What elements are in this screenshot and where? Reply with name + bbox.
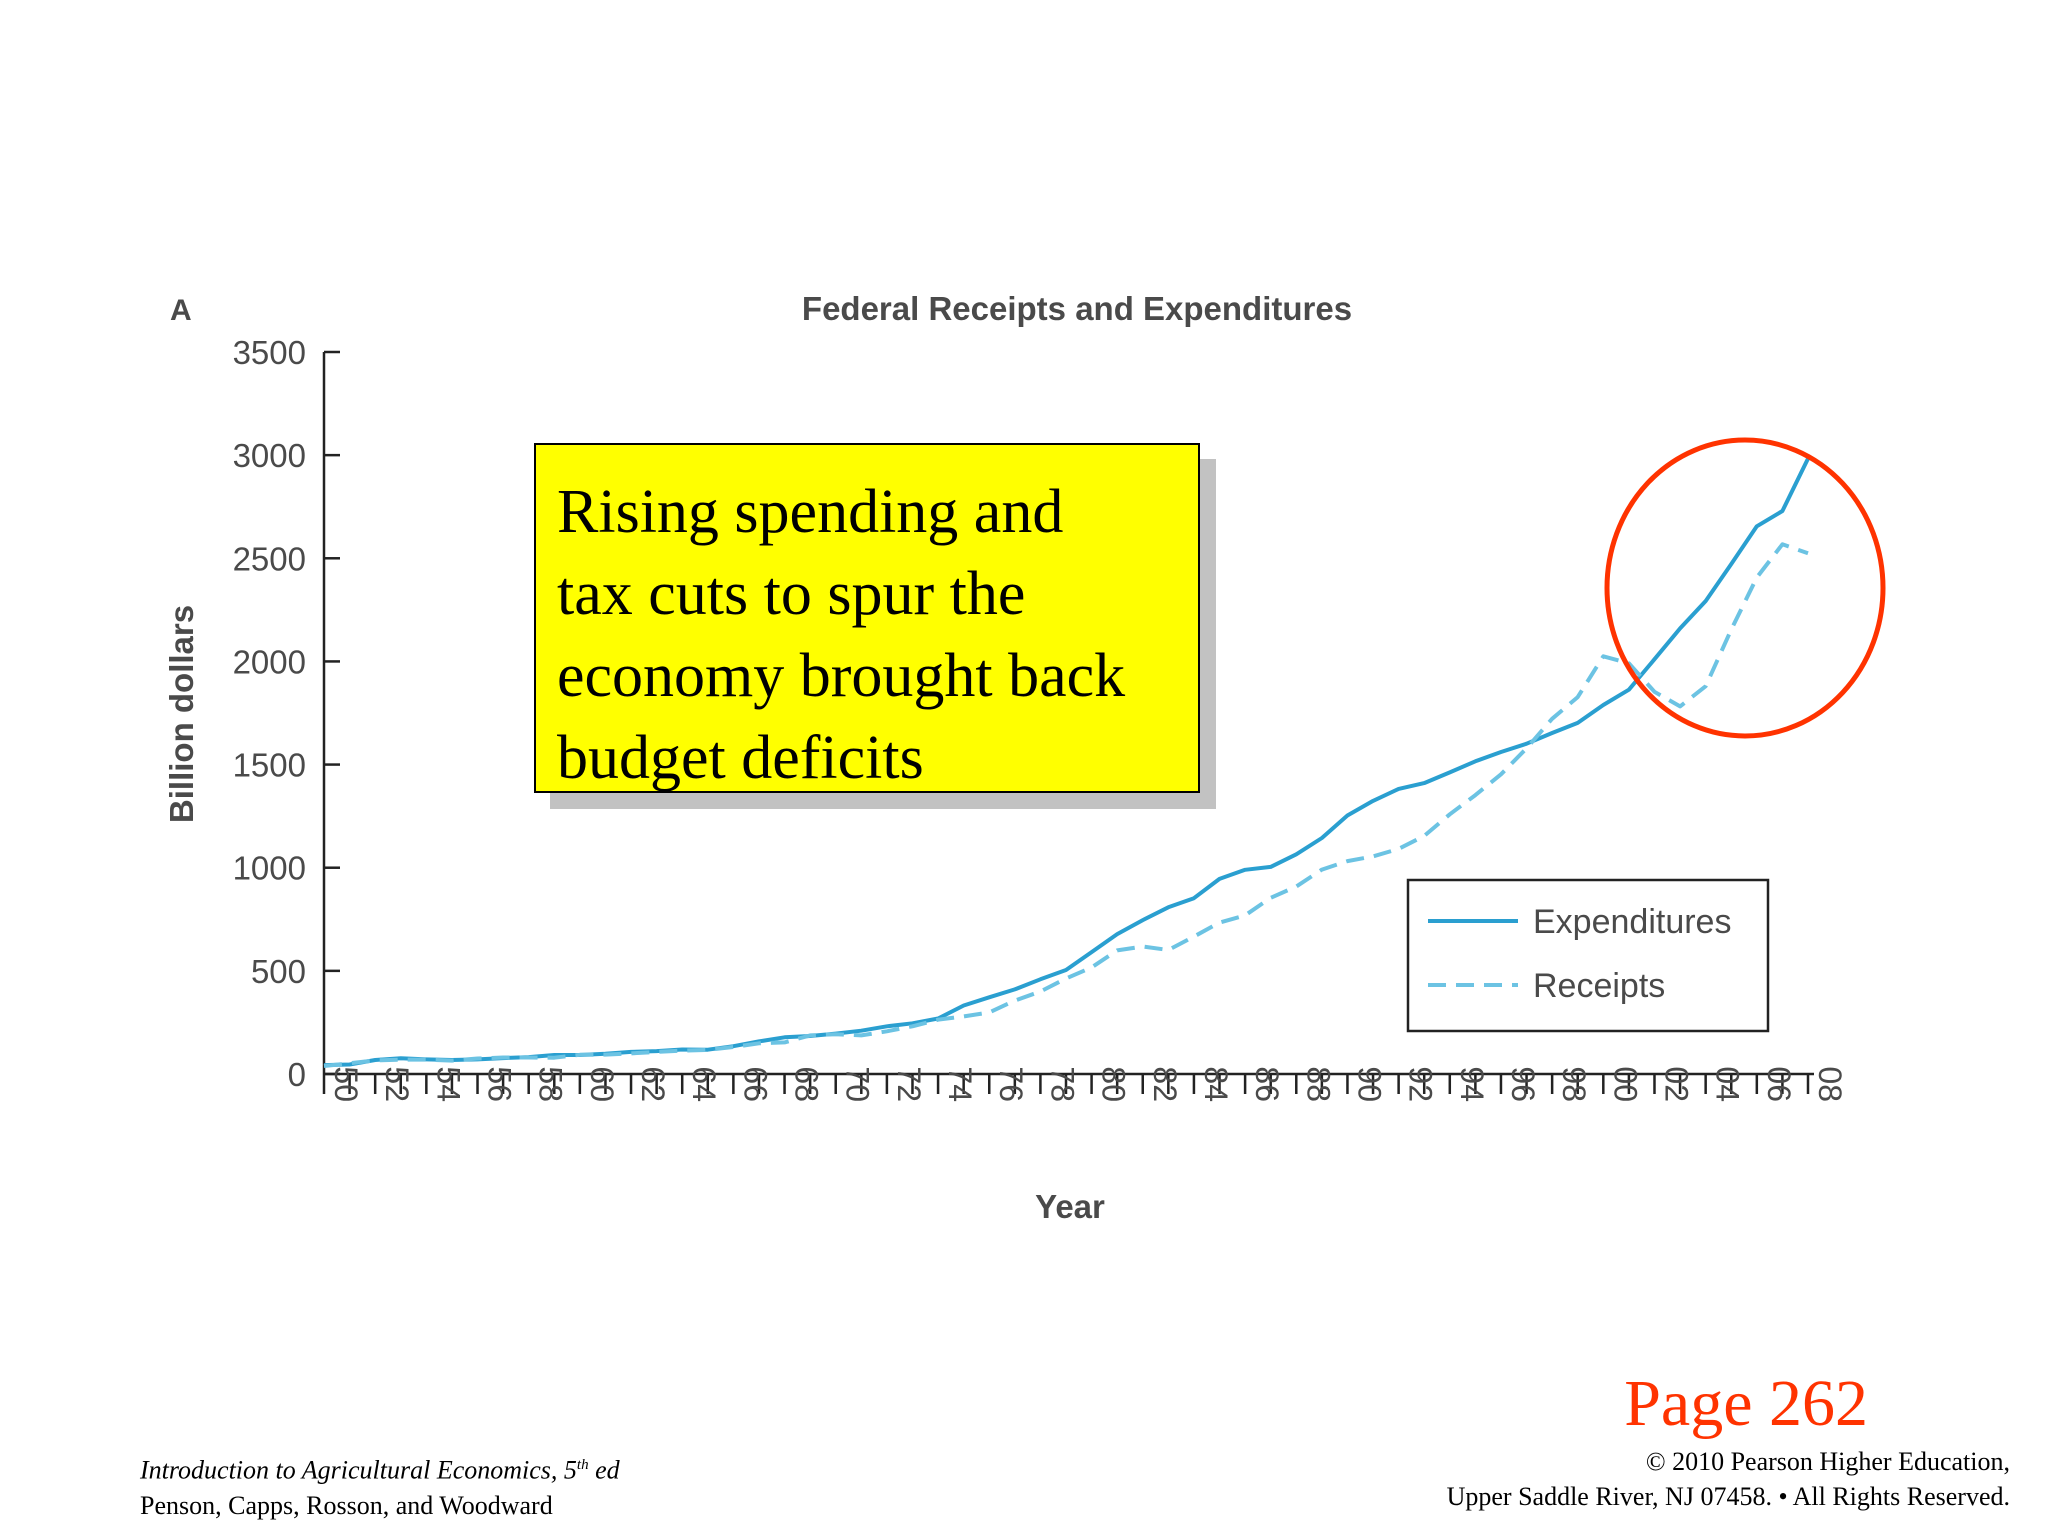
highlight-circle <box>1604 437 1886 739</box>
x-tick-label: 94 <box>1454 1066 1490 1102</box>
x-tick-label: 68 <box>789 1066 825 1102</box>
copyright-line: © 2010 Pearson Higher Education, <box>1645 1447 2010 1476</box>
annotation-line: budget deficits <box>557 724 924 792</box>
annotation-line: tax cuts to spur the <box>557 560 1026 628</box>
x-tick-label: 50 <box>328 1066 364 1102</box>
legend-label-receipts: Receipts <box>1533 967 1665 1005</box>
x-tick-label: 60 <box>584 1066 620 1102</box>
annotation-box: Rising spending and tax cuts to spur the… <box>534 443 1200 793</box>
x-tick-label: 58 <box>533 1066 569 1102</box>
y-axis-ticks: 0 500 1000 1500 2000 2500 3000 3500 <box>233 334 340 1093</box>
edition-suffix: ed <box>588 1455 620 1485</box>
book-title-line: Introduction to Agricultural Economics, … <box>140 1448 620 1488</box>
annotation-line: economy brought back <box>557 642 1126 710</box>
annotation-line: Rising spending and <box>557 478 1064 546</box>
x-axis-label: Year <box>1035 1188 1105 1225</box>
x-tick-label: 02 <box>1658 1066 1694 1102</box>
authors: Penson, Capps, Rosson, and Woodward <box>140 1490 553 1520</box>
book-title: Introduction to Agricultural Economics, … <box>140 1455 577 1485</box>
y-tick-label: 2000 <box>233 643 306 680</box>
copyright-line: Upper Saddle River, NJ 07458. • All Righ… <box>1446 1482 2010 1511</box>
x-tick-label: 64 <box>686 1066 722 1102</box>
x-tick-label: 82 <box>1147 1066 1183 1102</box>
x-tick-label: 96 <box>1505 1066 1541 1102</box>
legend: Expenditures Receipts <box>1406 878 1770 1033</box>
y-axis-label: Billion dollars <box>163 605 200 823</box>
series-layer <box>323 457 1810 1068</box>
x-tick-label: 88 <box>1300 1066 1336 1102</box>
legend-box <box>1406 878 1770 1033</box>
x-tick-label: 80 <box>1096 1066 1132 1102</box>
x-tick-label: 86 <box>1249 1066 1285 1102</box>
x-tick-label: 92 <box>1403 1066 1439 1102</box>
y-tick-label: 1500 <box>233 747 306 784</box>
page-number: Page 262 <box>1624 1367 1868 1440</box>
y-tick-label: 3500 <box>233 334 306 371</box>
x-tick-label: 66 <box>737 1066 773 1102</box>
x-axis-ticks: 50 52 54 56 58 60 62 64 66 68 70 72 74 76 78 80 82 84 86 88… <box>322 1066 1848 1102</box>
y-tick-label: 2500 <box>233 540 306 577</box>
footer-copyright: © 2010 Pearson Higher Education, Upper S… <box>1447 1444 2010 1514</box>
x-tick-label: 00 <box>1607 1066 1643 1102</box>
series-line-receipts <box>323 542 1809 1068</box>
y-tick-label: 0 <box>288 1056 306 1093</box>
chart-title: Federal Receipts and Expenditures <box>802 290 1352 327</box>
x-tick-label: 78 <box>1044 1066 1080 1102</box>
x-tick-label: 06 <box>1761 1066 1797 1102</box>
y-tick-label: 500 <box>251 953 306 990</box>
series-line-expenditures <box>323 457 1810 1068</box>
x-tick-label: 90 <box>1351 1066 1387 1102</box>
x-tick-label: 52 <box>379 1066 415 1102</box>
x-tick-label: 74 <box>942 1066 978 1102</box>
x-tick-label: 62 <box>635 1066 671 1102</box>
edition-superscript: th <box>576 1457 589 1473</box>
x-tick-label: 72 <box>891 1066 927 1102</box>
x-tick-label: 54 <box>430 1066 466 1102</box>
y-tick-label: 1000 <box>233 850 306 887</box>
panel-label: A <box>170 294 192 327</box>
x-tick-label: 98 <box>1556 1066 1592 1102</box>
y-tick-label: 3000 <box>233 437 306 474</box>
footer-book-info: Introduction to Agricultural Economics, … <box>140 1448 620 1523</box>
x-tick-label: 56 <box>482 1066 518 1102</box>
x-tick-label: 08 <box>1812 1066 1848 1102</box>
legend-label-expenditures: Expenditures <box>1533 903 1731 941</box>
x-tick-label: 70 <box>840 1066 876 1102</box>
x-tick-label: 76 <box>993 1066 1029 1102</box>
x-tick-label: 04 <box>1710 1066 1746 1102</box>
x-tick-label: 84 <box>1198 1066 1234 1102</box>
